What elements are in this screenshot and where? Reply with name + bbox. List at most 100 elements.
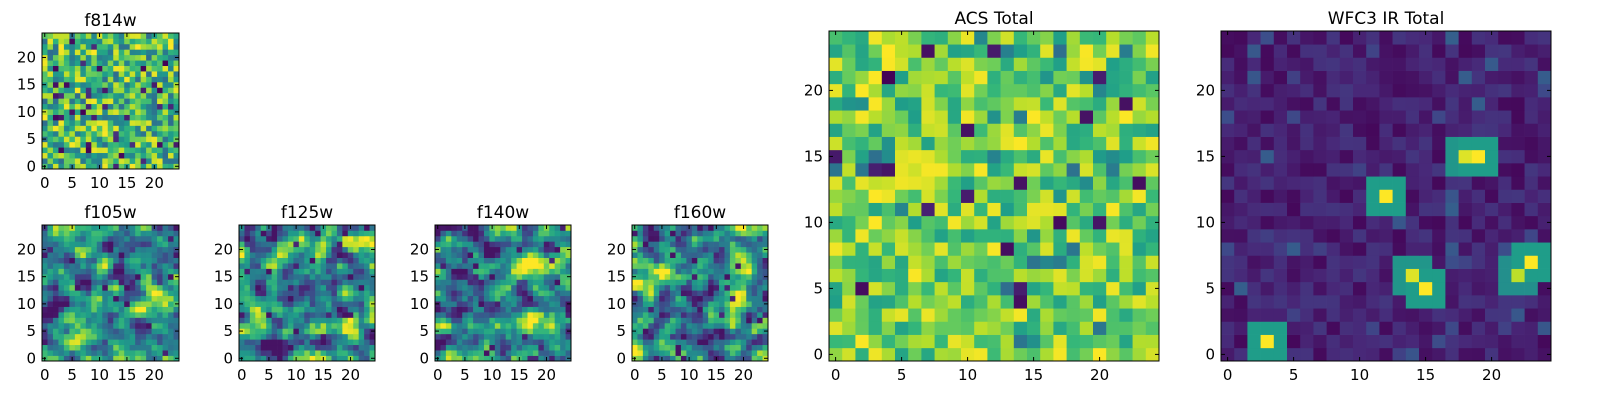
heatmap-cell (298, 350, 305, 356)
heatmap-cell (282, 263, 289, 269)
heatmap-cell (1511, 308, 1525, 322)
heatmap-cell (129, 43, 136, 50)
heatmap-cell (239, 322, 245, 329)
heatmap-cell (653, 284, 660, 291)
heatmap-cell (1260, 163, 1275, 177)
heatmap-cell (675, 225, 682, 231)
heatmap-cell (277, 306, 283, 313)
heatmap-cell (85, 246, 92, 253)
heatmap-cell (456, 344, 463, 351)
heatmap-cell (304, 344, 311, 351)
heatmap-cell (1273, 44, 1288, 58)
heatmap-cell (987, 83, 1001, 98)
heatmap-cell (1339, 163, 1354, 177)
heatmap-cell (445, 322, 452, 329)
heatmap-cell (494, 252, 501, 258)
heatmap-cell (287, 257, 294, 264)
heatmap-cell (445, 339, 452, 346)
heatmap-cell (1000, 149, 1015, 164)
heatmap-cell (642, 225, 649, 231)
heatmap-cell (642, 355, 649, 362)
heatmap-cell (543, 252, 550, 258)
heatmap-cell (868, 123, 883, 137)
heatmap-cell (1366, 295, 1380, 309)
heatmap-cell (1013, 31, 1028, 45)
heatmap-cell (157, 103, 163, 110)
heatmap-cell (168, 60, 174, 66)
heatmap-cell (829, 163, 843, 177)
heatmap-cell (1106, 57, 1120, 71)
heatmap-cell (868, 202, 883, 217)
heatmap-cell (516, 333, 523, 340)
heatmap-cell (52, 344, 59, 351)
heatmap-cell (52, 301, 59, 307)
heatmap-cell (315, 225, 321, 231)
heatmap-cell (653, 246, 660, 253)
heatmap-cell (1300, 215, 1314, 230)
heatmap-cell (489, 263, 496, 269)
heatmap-cell (708, 333, 714, 340)
heatmap-cell (1485, 215, 1499, 230)
heatmap-cell (52, 38, 59, 45)
heatmap-cell (293, 322, 300, 329)
heatmap-cell (298, 290, 305, 297)
heatmap-cell (96, 98, 103, 105)
heatmap-cell (740, 333, 747, 340)
heatmap-cell (746, 225, 753, 231)
heatmap-cell (47, 279, 54, 286)
x-tick-label: 20 (145, 174, 164, 192)
heatmap-cell (1458, 189, 1473, 203)
heatmap-cell (1471, 347, 1486, 362)
heatmap-cell (494, 301, 501, 307)
heatmap-cell (740, 284, 747, 291)
heatmap-cell (69, 43, 76, 50)
heatmap-cell (124, 76, 131, 83)
heatmap-cell (342, 273, 349, 280)
heatmap-cell (961, 321, 975, 335)
heatmap-cell (532, 344, 539, 351)
heatmap-cell (260, 312, 267, 318)
heatmap-cell (80, 109, 87, 115)
heatmap-cell (1287, 321, 1301, 335)
heatmap-cell (527, 257, 534, 264)
heatmap-cell (1132, 97, 1147, 111)
heatmap-cell (353, 235, 360, 242)
heatmap-cell (664, 301, 671, 307)
heatmap-cell (1445, 189, 1459, 203)
heatmap-cell (277, 252, 283, 258)
heatmap-cell (653, 350, 660, 356)
heatmap-cell (1013, 189, 1028, 203)
heatmap-cell (113, 54, 120, 61)
heatmap-cell (1537, 334, 1552, 349)
heatmap-cell (511, 284, 517, 291)
heatmap-cell (249, 312, 256, 318)
heatmap-cell (1287, 229, 1301, 243)
heatmap-cell (326, 225, 332, 231)
heatmap-cell (934, 202, 949, 217)
heatmap-cell (494, 295, 501, 302)
heatmap-cell (751, 230, 758, 237)
heatmap-cell (282, 230, 289, 237)
heatmap-cell (151, 284, 158, 291)
heatmap-cell (96, 147, 103, 154)
heatmap-cell (168, 33, 174, 39)
heatmap-cell (762, 252, 769, 258)
heatmap-cell (326, 257, 332, 264)
heatmap-cell (52, 136, 59, 143)
x-tick-label: 0 (237, 366, 247, 384)
heatmap-cell (538, 279, 545, 286)
heatmap-cell (113, 333, 120, 340)
heatmap-cell (1221, 57, 1235, 71)
heatmap-cell (157, 141, 163, 148)
heatmap-cell (52, 273, 59, 280)
heatmap-cell (908, 163, 922, 177)
heatmap-cell (52, 130, 59, 137)
heatmap-cell (855, 229, 869, 243)
heatmap-cell (713, 273, 720, 280)
heatmap-cell (255, 312, 262, 318)
heatmap-cell (505, 328, 512, 335)
heatmap-cell (118, 54, 125, 61)
heatmap-cell (42, 279, 48, 286)
heatmap-cell (1353, 110, 1367, 124)
heatmap-cell (560, 317, 566, 324)
